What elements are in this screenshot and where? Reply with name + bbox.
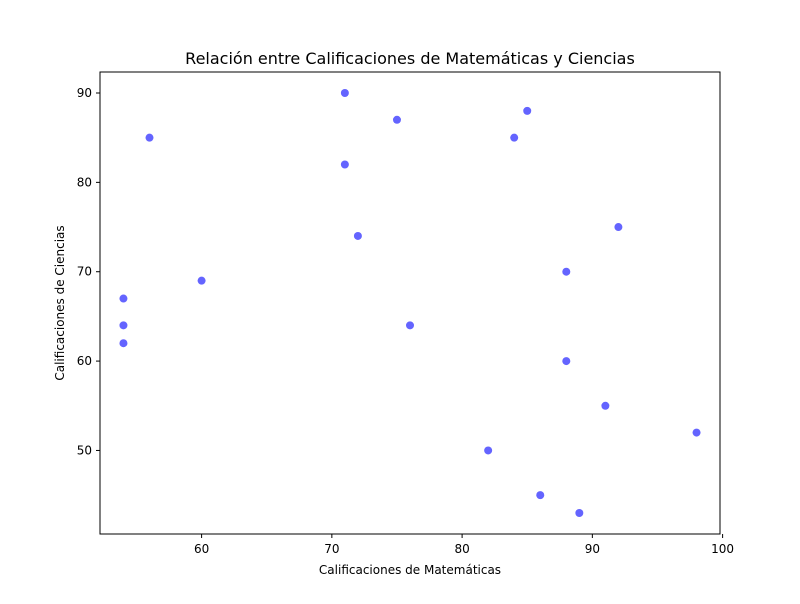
data-point [536, 491, 545, 500]
y-axis-ticks: 50 60 70 80 90 [77, 86, 100, 457]
x-axis-label: Calificaciones de Matemáticas [319, 563, 501, 577]
x-tick-label: 100 [711, 542, 734, 556]
data-point [601, 401, 610, 410]
data-point [119, 321, 128, 330]
chart-title: Relación entre Calificaciones de Matemát… [185, 49, 635, 68]
data-point [562, 357, 571, 366]
y-tick-label: 50 [77, 443, 92, 457]
data-point [510, 133, 519, 142]
data-point [392, 115, 401, 124]
data-point [523, 106, 532, 115]
data-point [197, 276, 206, 285]
data-point [353, 231, 362, 240]
x-tick-label: 70 [324, 542, 339, 556]
x-axis-ticks: 60 70 80 90 100 [194, 534, 734, 556]
y-axis-label: Calificaciones de Ciencias [53, 225, 67, 380]
data-point [575, 509, 584, 517]
data-point [145, 133, 154, 142]
data-point [119, 294, 128, 303]
x-tick-label: 60 [194, 542, 209, 556]
data-point [119, 339, 128, 348]
points-layer [119, 89, 701, 517]
y-tick-label: 60 [77, 354, 92, 368]
y-tick-label: 70 [77, 265, 92, 279]
data-point [692, 428, 701, 437]
y-tick-label: 90 [77, 86, 92, 100]
x-tick-label: 80 [454, 542, 469, 556]
data-point [562, 267, 571, 276]
data-point [340, 160, 349, 169]
plot-area-frame [99, 71, 721, 535]
y-tick-label: 80 [77, 175, 92, 189]
data-point [340, 89, 349, 97]
data-point [406, 321, 414, 330]
data-point [484, 446, 493, 455]
data-point [614, 223, 623, 232]
x-tick-label: 90 [585, 542, 600, 556]
